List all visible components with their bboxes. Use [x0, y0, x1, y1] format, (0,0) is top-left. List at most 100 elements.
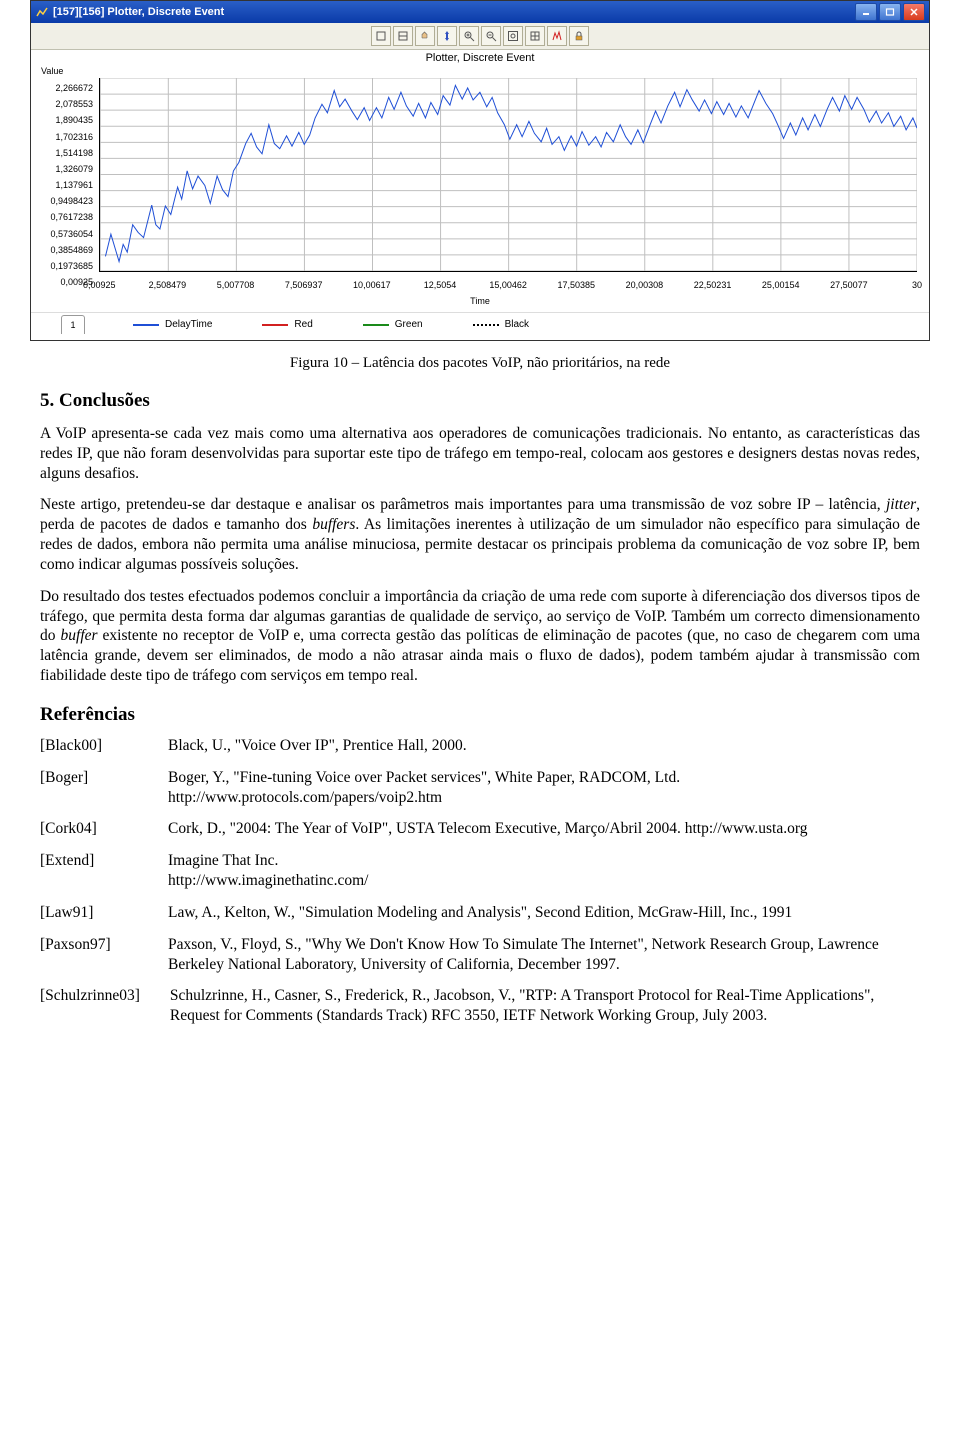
paragraph-3: Do resultado dos testes efectuados podem… [40, 587, 920, 686]
y-tick-label: 0,5736054 [50, 229, 93, 239]
y-tick-label: 0,9498423 [50, 196, 93, 206]
ref-text: Boger, Y., "Fine-tuning Voice over Packe… [168, 768, 920, 808]
x-tick-label: 7,506937 [285, 280, 323, 290]
x-axis-label: Time [470, 296, 490, 306]
legend-item: DelayTime [133, 319, 212, 330]
toolbar-btn-fit[interactable] [503, 26, 523, 46]
legend-label: Green [395, 319, 423, 330]
p3-italic: buffer [61, 627, 98, 644]
legend-swatch [473, 324, 499, 326]
y-axis-label: Value [41, 66, 63, 76]
ref-key: [Black00] [40, 736, 168, 756]
toolbar-btn-hand[interactable] [415, 26, 435, 46]
toolbar [31, 23, 929, 50]
toolbar-btn-zoomin[interactable] [459, 26, 479, 46]
y-tick-label: 1,890435 [55, 115, 93, 125]
toolbar-btn-1[interactable] [371, 26, 391, 46]
x-tick-label: 2,508479 [149, 280, 187, 290]
ref-key: [Boger] [40, 768, 168, 808]
legend-item: Red [262, 319, 312, 330]
paragraph-2: Neste artigo, pretendeu-se dar destaque … [40, 495, 920, 574]
toolbar-btn-red[interactable] [547, 26, 567, 46]
references-heading: Referências [40, 704, 920, 726]
paragraph-1: A VoIP apresenta-se cada vez mais como u… [40, 424, 920, 483]
ref-key: [Law91] [40, 903, 168, 923]
ref-text: Imagine That Inc. http://www.imaginethat… [168, 851, 920, 891]
y-tick-label: 2,078553 [55, 99, 93, 109]
legend-item: Black [473, 319, 529, 330]
paper-body: Figura 10 – Latência dos pacotes VoIP, n… [0, 355, 960, 1078]
legend-label: Red [294, 319, 312, 330]
legend-swatch [133, 324, 159, 326]
window-title: [157][156] Plotter, Discrete Event [53, 6, 855, 18]
ref-key: [Paxson97] [40, 935, 168, 975]
y-tick-label: 1,514198 [55, 148, 93, 158]
plotter-window: [157][156] Plotter, Discrete Event Plott… [30, 0, 930, 341]
p2-italic-1: jitter [886, 496, 916, 513]
legend-swatch [262, 324, 288, 326]
x-tick-label: 27,50077 [830, 280, 868, 290]
x-tick-label: 22,50231 [694, 280, 732, 290]
figure-caption: Figura 10 – Latência dos pacotes VoIP, n… [40, 355, 920, 372]
y-ticks: 2,266672 2,078553 1,890435 1,702316 1,514198… [31, 78, 97, 272]
y-tick-label: 0,3854869 [50, 245, 93, 255]
x-tick-label: 0,00925 [83, 280, 116, 290]
p2-italic-2: buffers [312, 516, 355, 533]
ref-text: Cork, D., "2004: The Year of VoIP", USTA… [168, 819, 920, 839]
maximize-button[interactable] [879, 3, 901, 21]
x-tick-label: 30 [912, 280, 922, 290]
series-delaytime [105, 85, 917, 261]
toolbar-btn-2[interactable] [393, 26, 413, 46]
ref-text: Black, U., "Voice Over IP", Prentice Hal… [168, 736, 920, 756]
x-tick-label: 10,00617 [353, 280, 391, 290]
section-heading: 5. Conclusões [40, 390, 920, 412]
titlebar[interactable]: [157][156] Plotter, Discrete Event [31, 1, 929, 23]
legend-swatch [363, 324, 389, 326]
legend-item: Green [363, 319, 423, 330]
y-tick-label: 0,7617238 [50, 212, 93, 222]
ref-text: Paxson, V., Floyd, S., "Why We Don't Kno… [168, 935, 920, 975]
x-tick-label: 20,00308 [626, 280, 664, 290]
p3-part2: existente no receptor de VoIP e, uma cor… [40, 627, 920, 684]
reference-row: [Law91]Law, A., Kelton, W., "Simulation … [40, 903, 920, 923]
reference-row: [Black00]Black, U., "Voice Over IP", Pre… [40, 736, 920, 756]
x-tick-label: 17,50385 [557, 280, 595, 290]
minimize-button[interactable] [855, 3, 877, 21]
ref-key: [Cork04] [40, 819, 168, 839]
x-tick-label: 15,00462 [489, 280, 527, 290]
toolbar-btn-lock[interactable] [569, 26, 589, 46]
toolbar-btn-grid[interactable] [525, 26, 545, 46]
plot-frame [99, 78, 917, 272]
toolbar-btn-zoomout[interactable] [481, 26, 501, 46]
chart-title: Plotter, Discrete Event [31, 50, 929, 64]
x-tick-label: 25,00154 [762, 280, 800, 290]
plot-tab[interactable]: 1 [61, 315, 85, 334]
chart-area: Value 2,266672 2,078553 1,890435 1,702316 1,… [31, 64, 929, 312]
plot-svg [100, 78, 917, 271]
legend-label: Black [505, 319, 529, 330]
reference-row: [Boger]Boger, Y., "Fine-tuning Voice ove… [40, 768, 920, 808]
close-button[interactable] [903, 3, 925, 21]
p2-part1: Neste artigo, pretendeu-se dar destaque … [40, 496, 886, 513]
y-tick-label: 1,326079 [55, 164, 93, 174]
y-tick-label: 1,137961 [55, 180, 93, 190]
reference-row: [Extend]Imagine That Inc. http://www.ima… [40, 851, 920, 891]
reference-row: [Paxson97]Paxson, V., Floyd, S., "Why We… [40, 935, 920, 975]
references-list: [Black00]Black, U., "Voice Over IP", Pre… [40, 736, 920, 974]
x-ticks: 0,009252,5084795,0077087,50693710,006171… [99, 280, 917, 294]
ref-text: Schulzrinne, H., Casner, S., Frederick, … [170, 986, 920, 1026]
ref-key: [Extend] [40, 851, 168, 891]
app-icon [35, 5, 49, 19]
y-tick-label: 1,702316 [55, 132, 93, 142]
ref-key: [Schulzrinne03] [40, 986, 140, 1026]
reference-row: [Schulzrinne03] Schulzrinne, H., Casner,… [40, 986, 920, 1026]
ref-text: Law, A., Kelton, W., "Simulation Modelin… [168, 903, 920, 923]
y-tick-label: 0,1973685 [50, 261, 93, 271]
y-tick-label: 2,266672 [55, 83, 93, 93]
legend: 1 DelayTime Red Green Black [31, 312, 929, 340]
reference-row: [Cork04]Cork, D., "2004: The Year of VoI… [40, 819, 920, 839]
x-tick-label: 12,5054 [424, 280, 457, 290]
toolbar-btn-arrows[interactable] [437, 26, 457, 46]
x-tick-label: 5,007708 [217, 280, 255, 290]
legend-label: DelayTime [165, 319, 212, 330]
